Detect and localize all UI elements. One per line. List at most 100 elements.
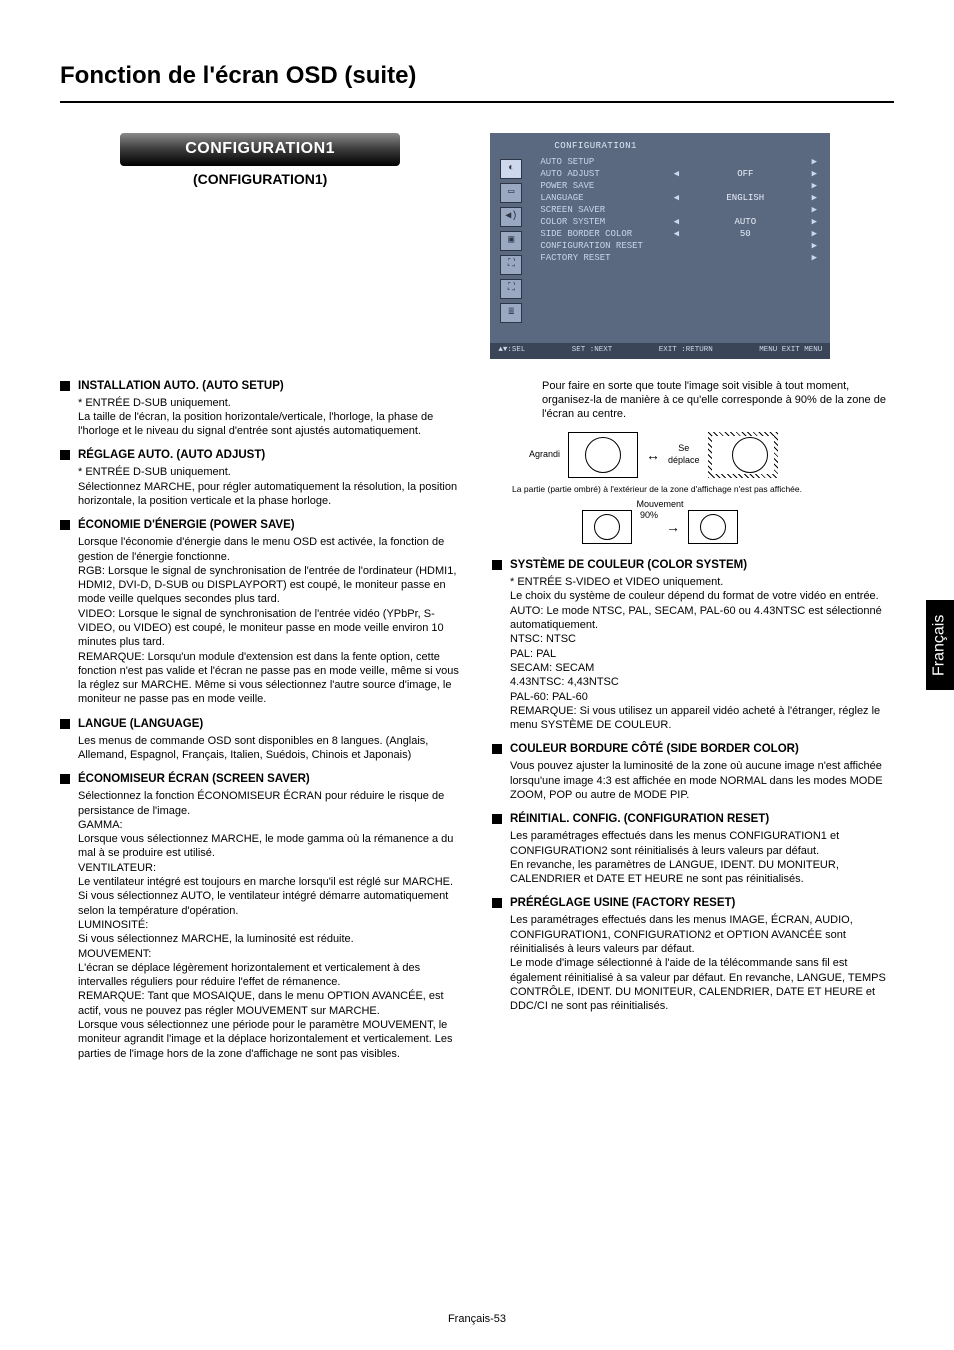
item-body-line: REMARQUE: Lorsqu'un module d'extension e… xyxy=(78,650,462,707)
osd-footer-exit: MENU EXIT MENU xyxy=(759,346,822,356)
doc-item: LANGUE (LANGUAGE) Les menus de commande O… xyxy=(60,717,462,763)
square-bullet-icon xyxy=(492,814,502,824)
item-body-line: PAL: PAL xyxy=(510,647,894,661)
movement-diagram: Agrandi ↔ Se déplace La partie (partie o… xyxy=(510,432,894,545)
item-body: Les menus de commande OSD sont disponibl… xyxy=(60,734,462,763)
osd-menu-row: SIDE BORDER COLOR◀50▶ xyxy=(540,229,820,241)
item-body: Les paramétrages effectués dans les menu… xyxy=(492,913,894,1013)
triangle-right-icon: ▶ xyxy=(808,253,820,265)
osd-menu-row: AUTO SETUP ▶ xyxy=(540,157,820,169)
arrow-icon: → xyxy=(666,520,680,534)
item-body-line: * ENTRÉE D-SUB uniquement. xyxy=(78,396,462,410)
osd-row-label: POWER SAVE xyxy=(540,181,670,193)
doc-item: ÉCONOMIE D'ÉNERGIE (POWER SAVE) Lorsque l… xyxy=(60,518,462,707)
triangle-right-icon: ▶ xyxy=(808,181,820,193)
osd-row-label: LANGUAGE xyxy=(540,193,670,205)
right-intro-text: Pour faire en sorte que toute l'image so… xyxy=(492,379,894,422)
left-column: INSTALLATION AUTO. (AUTO SETUP) * ENTRÉE … xyxy=(60,379,462,1071)
item-body-line: Sélectionnez la fonction ÉCONOMISEUR ÉCR… xyxy=(78,789,462,818)
item-body: Lorsque l'économie d'énergie dans le men… xyxy=(60,535,462,707)
osd-tab-icon: ◐ xyxy=(500,159,522,179)
item-body-line: MOUVEMENT: xyxy=(78,947,462,961)
osd-tab-icon: ▣ xyxy=(500,231,522,251)
triangle-right-icon: ▶ xyxy=(808,229,820,241)
square-bullet-icon xyxy=(60,774,70,784)
item-heading-text: PRÉRÉGLAGE USINE (FACTORY RESET) xyxy=(510,896,735,911)
item-body-line: VIDEO: Lorsque le signal de synchronisat… xyxy=(78,607,462,650)
osd-row-label: AUTO ADJUST xyxy=(540,169,670,181)
osd-tab-icon: ▭ xyxy=(500,183,522,203)
item-body-line: * ENTRÉE D-SUB uniquement. xyxy=(78,465,462,479)
item-body-line: Si vous sélectionnez AUTO, le ventilateu… xyxy=(78,889,462,918)
item-body-line: Si vous sélectionnez MARCHE, la luminosi… xyxy=(78,932,462,946)
triangle-left-icon: ◀ xyxy=(670,217,682,229)
item-heading: ÉCONOMISEUR ÉCRAN (SCREEN SAVER) xyxy=(60,772,462,787)
item-heading: PRÉRÉGLAGE USINE (FACTORY RESET) xyxy=(492,896,894,911)
item-body-line: La taille de l'écran, la position horizo… xyxy=(78,410,462,439)
item-heading: INSTALLATION AUTO. (AUTO SETUP) xyxy=(60,379,462,394)
osd-row-value: AUTO xyxy=(682,217,808,229)
osd-tab-icon: ≣ xyxy=(500,303,522,323)
triangle-right-icon: ▶ xyxy=(808,217,820,229)
section-badge: CONFIGURATION1 xyxy=(120,133,400,166)
item-body-line: Les menus de commande OSD sont disponibl… xyxy=(78,734,462,763)
item-body: * ENTRÉE S-VIDEO et VIDEO uniquement.Le … xyxy=(492,575,894,732)
item-body-line: REMARQUE: Si vous utilisez un appareil v… xyxy=(510,704,894,733)
item-body-line: Sélectionnez MARCHE, pour régler automat… xyxy=(78,480,462,509)
square-bullet-icon xyxy=(60,450,70,460)
item-body-line: 4.43NTSC: 4,43NTSC xyxy=(510,675,894,689)
item-heading: LANGUE (LANGUAGE) xyxy=(60,717,462,732)
item-heading: RÉINITIAL. CONFIG. (CONFIGURATION RESET) xyxy=(492,812,894,827)
item-body-line: Les paramétrages effectués dans les menu… xyxy=(510,913,894,956)
osd-footer-next: SET :NEXT xyxy=(572,346,613,356)
osd-screenshot: CONFIGURATION1 ◐ ▭ ◀) ▣ ⛶ ⛶ ≣ AUTO SETUP… xyxy=(490,133,830,358)
osd-menu-row: SCREEN SAVER▶ xyxy=(540,205,820,217)
item-heading-text: SYSTÈME DE COULEUR (COLOR SYSTEM) xyxy=(510,558,747,573)
osd-icon-column: ◐ ▭ ◀) ▣ ⛶ ⛶ ≣ xyxy=(500,157,530,323)
diagram-note-outside: La partie (partie ombré) à l'extérieur d… xyxy=(510,484,810,495)
square-bullet-icon xyxy=(492,560,502,570)
item-body-line: Le ventilateur intégré est toujours en m… xyxy=(78,875,462,889)
triangle-right-icon: ▶ xyxy=(808,157,820,169)
triangle-right-icon: ▶ xyxy=(808,193,820,205)
item-heading-text: LANGUE (LANGUAGE) xyxy=(78,717,203,732)
square-bullet-icon xyxy=(492,898,502,908)
triangle-left-icon: ◀ xyxy=(670,229,682,241)
doc-item: ÉCONOMISEUR ÉCRAN (SCREEN SAVER) Sélectio… xyxy=(60,772,462,1061)
osd-row-label: SIDE BORDER COLOR xyxy=(540,229,670,241)
osd-row-label: FACTORY RESET xyxy=(540,253,670,265)
osd-row-label: SCREEN SAVER xyxy=(540,205,670,217)
osd-row-label: AUTO SETUP xyxy=(540,157,670,169)
triangle-left-icon: ◀ xyxy=(670,169,682,181)
item-body-line: Lorsque vous sélectionnez MARCHE, le mod… xyxy=(78,832,462,861)
item-body-line: L'écran se déplace légèrement horizontal… xyxy=(78,961,462,990)
item-body: Vous pouvez ajuster la luminosité de la … xyxy=(492,759,894,802)
item-body: Sélectionnez la fonction ÉCONOMISEUR ÉCR… xyxy=(60,789,462,1061)
item-heading-text: ÉCONOMIE D'ÉNERGIE (POWER SAVE) xyxy=(78,518,295,533)
item-body-line: REMARQUE: Tant que MOSAIQUE, dans le men… xyxy=(78,989,462,1018)
osd-menu-list: AUTO SETUP▶AUTO ADJUST◀OFF▶POWER SAVE▶LA… xyxy=(530,157,820,323)
osd-menu-row: CONFIGURATION RESET▶ xyxy=(540,241,820,253)
triangle-left-icon: ◀ xyxy=(670,193,682,205)
triangle-right-icon: ▶ xyxy=(808,241,820,253)
item-heading: RÉGLAGE AUTO. (AUTO ADJUST) xyxy=(60,448,462,463)
item-heading-text: INSTALLATION AUTO. (AUTO SETUP) xyxy=(78,379,284,394)
diagram-label-mouvement: Mouvement xyxy=(510,499,810,511)
item-body-line: Le choix du système de couleur dépend du… xyxy=(510,589,894,603)
item-body-line: LUMINOSITÉ: xyxy=(78,918,462,932)
language-side-tab: Français xyxy=(926,600,954,690)
item-heading-text: ÉCONOMISEUR ÉCRAN (SCREEN SAVER) xyxy=(78,772,310,787)
osd-row-value: OFF xyxy=(682,169,808,181)
diagram-label-90: 90% xyxy=(640,510,658,522)
right-column: Pour faire en sorte que toute l'image so… xyxy=(492,379,894,1071)
osd-tab-icon: ◀) xyxy=(500,207,522,227)
item-body-line: GAMMA: xyxy=(78,818,462,832)
item-body-line: SECAM: SECAM xyxy=(510,661,894,675)
item-body-line: NTSC: NTSC xyxy=(510,632,894,646)
osd-footer-return: EXIT :RETURN xyxy=(659,346,713,356)
item-body: * ENTRÉE D-SUB uniquement.Sélectionnez M… xyxy=(60,465,462,508)
osd-title: CONFIGURATION1 xyxy=(500,139,820,157)
item-body-line: En revanche, les paramètres de LANGUE, I… xyxy=(510,858,894,887)
osd-row-label: COLOR SYSTEM xyxy=(540,217,670,229)
item-heading-text: COULEUR BORDURE CÔTÉ (SIDE BORDER COLOR) xyxy=(510,742,799,757)
